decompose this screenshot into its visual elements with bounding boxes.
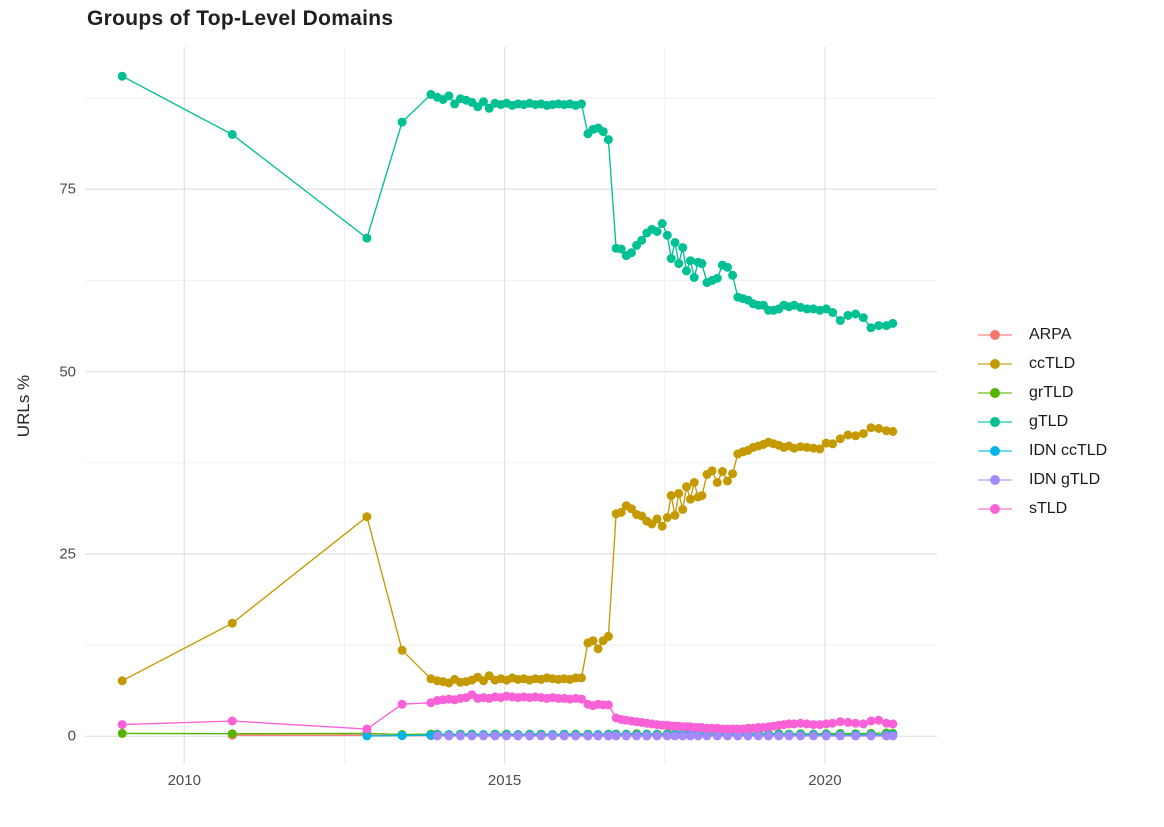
legend-key-icon-idn-gtld bbox=[978, 474, 1012, 486]
series-idn-gtld bbox=[432, 731, 898, 741]
legend-label-stld: sTLD bbox=[1029, 499, 1068, 517]
legend-key-icon-arpa bbox=[978, 329, 1012, 341]
legend-item-arpa: ARPA bbox=[978, 320, 1107, 349]
x-tick-label-2020: 2020 bbox=[808, 772, 842, 789]
y-tick-label-0: 0 bbox=[67, 727, 76, 745]
legend-key-icon-cctld bbox=[978, 358, 1012, 370]
series-gtld bbox=[117, 71, 898, 333]
y-tick-label-25: 25 bbox=[59, 545, 76, 563]
legend-key-icon-grtld bbox=[978, 387, 1012, 399]
series-stld bbox=[117, 690, 898, 734]
legend-label-arpa: ARPA bbox=[1029, 325, 1072, 343]
series-cctld bbox=[117, 423, 898, 688]
y-tick-label-75: 75 bbox=[59, 180, 76, 198]
legend-label-grtld: grTLD bbox=[1029, 383, 1074, 401]
legend: ARPA ccTLD grTLD gTLD IDN ccTLD IDN gTLD sTLD bbox=[978, 320, 1107, 523]
x-tick-label-2015: 2015 bbox=[487, 772, 522, 789]
legend-item-stld: sTLD bbox=[978, 494, 1107, 523]
legend-item-grtld: grTLD bbox=[978, 378, 1107, 407]
legend-key-icon-stld bbox=[978, 503, 1012, 515]
x-tick-label-2010: 2010 bbox=[167, 772, 201, 789]
legend-item-idn-gtld: IDN gTLD bbox=[978, 465, 1107, 494]
legend-label-gtld: gTLD bbox=[1029, 412, 1069, 430]
legend-label-cctld: ccTLD bbox=[1029, 354, 1076, 372]
gridlines-minor bbox=[85, 47, 937, 764]
legend-item-cctld: ccTLD bbox=[978, 349, 1107, 378]
legend-item-gtld: gTLD bbox=[978, 407, 1107, 436]
chart-title: Groups of Top-Level Domains bbox=[87, 7, 394, 30]
legend-label-idn-gtld: IDN gTLD bbox=[1029, 470, 1101, 488]
legend-key-icon-gtld bbox=[978, 416, 1012, 428]
legend-label-idn-cctld: IDN ccTLD bbox=[1029, 441, 1108, 459]
data-series-layer bbox=[117, 71, 898, 741]
gridlines-major bbox=[85, 47, 937, 764]
y-tick-label-50: 50 bbox=[59, 363, 76, 381]
legend-key-icon-idn-cctld bbox=[978, 445, 1012, 457]
legend-item-idn-cctld: IDN ccTLD bbox=[978, 436, 1107, 465]
